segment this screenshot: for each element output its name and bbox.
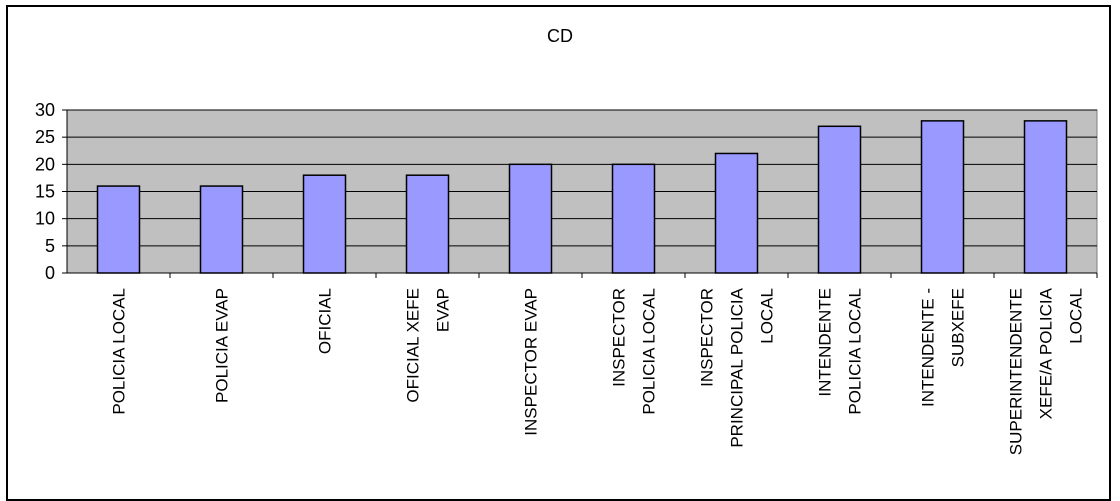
- category-label-line: EVAP: [434, 288, 453, 332]
- category-label-8: INTENDENTE POLICIA LOCAL: [816, 288, 865, 415]
- category-label-line: XEFE/A POLICIA: [1037, 287, 1056, 419]
- bar-9: [920, 120, 965, 274]
- category-label-line: POLICIA LOCAL: [640, 288, 659, 415]
- category-label-line: LOCAL: [758, 288, 777, 344]
- category-label-9: INTENDENTE - SUBXEFE: [919, 288, 968, 407]
- category-label-10: SUPERINTENDENTE XEFE/A POLICIA LOCAL: [1007, 287, 1086, 455]
- bar-series: [96, 120, 1068, 274]
- category-label-2: POLICIA EVAP: [213, 288, 232, 403]
- category-label-line: POLICIA LOCAL: [846, 288, 865, 415]
- category-label-line: POLICIA EVAP: [213, 288, 232, 403]
- category-label-line: PRINCIPAL POLICIA: [728, 287, 747, 447]
- chart-title: CD: [547, 26, 573, 46]
- category-label-1: POLICIA LOCAL: [110, 288, 129, 415]
- bar-1: [96, 185, 141, 274]
- category-label-line: LOCAL: [1067, 288, 1086, 344]
- category-label-4: OFICIAL XEFE EVAP: [404, 288, 453, 403]
- category-label-line: OFICIAL XEFE: [404, 288, 423, 403]
- category-label-line: INTENDENTE: [816, 288, 835, 397]
- category-label-line: OFICIAL: [316, 288, 335, 354]
- category-label-line: SUBXEFE: [949, 288, 968, 367]
- bar-8: [817, 125, 862, 274]
- category-label-line: INSPECTOR: [610, 288, 629, 387]
- y-tick-label: 30: [35, 100, 55, 120]
- x-axis-labels: POLICIA LOCAL POLICIA EVAP OFICIAL OFICIAL …: [110, 287, 1086, 455]
- y-tick-label: 20: [35, 154, 55, 174]
- category-label-line: INSPECTOR EVAP: [522, 288, 541, 436]
- category-label-6: INSPECTOR POLICIA LOCAL: [610, 288, 659, 415]
- category-label-line: SUPERINTENDENTE: [1007, 288, 1026, 455]
- y-tick-label: 5: [45, 236, 55, 256]
- category-label-3: OFICIAL: [316, 288, 335, 354]
- bar-2: [199, 185, 244, 274]
- y-tick-label: 10: [35, 209, 55, 229]
- y-tick-label: 15: [35, 182, 55, 202]
- y-tick-label: 25: [35, 127, 55, 147]
- category-label-7: INSPECTOR PRINCIPAL POLICIA LOCAL: [698, 287, 777, 447]
- bar-3: [302, 174, 347, 274]
- bar-5: [508, 163, 553, 274]
- bar-7: [714, 152, 759, 274]
- bar-6: [611, 163, 656, 274]
- category-label-line: INSPECTOR: [698, 288, 717, 387]
- y-tick-label: 0: [45, 263, 55, 283]
- category-label-5: INSPECTOR EVAP: [522, 288, 541, 436]
- bar-10: [1023, 120, 1068, 274]
- category-label-line: POLICIA LOCAL: [110, 288, 129, 415]
- bar-4: [405, 174, 450, 274]
- category-label-line: INTENDENTE -: [919, 288, 938, 407]
